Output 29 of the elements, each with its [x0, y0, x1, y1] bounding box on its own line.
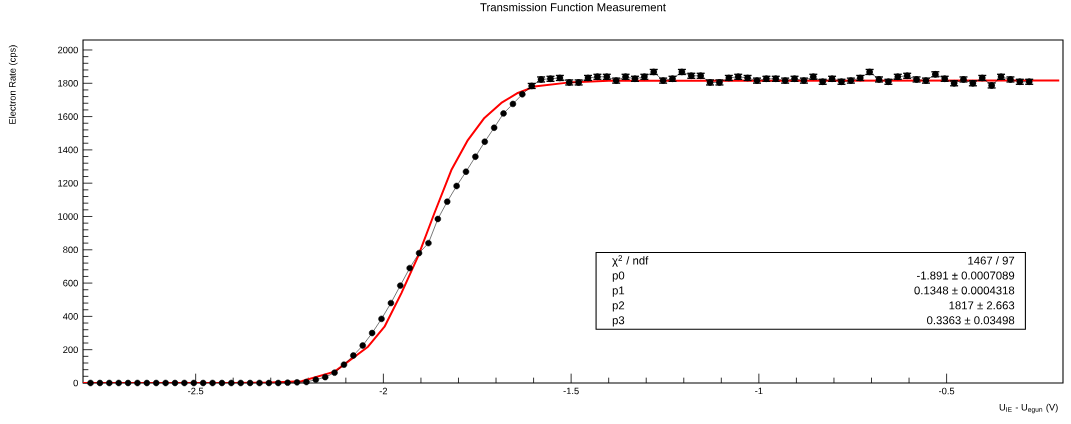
annotation: p1 [612, 286, 625, 297]
y-tick-label: 800 [63, 246, 78, 254]
annotation: p3 [612, 316, 625, 327]
x-tick-label: -1.5 [563, 387, 579, 395]
y-tick-label: 400 [62, 313, 78, 320]
annotation: p2 [612, 301, 625, 312]
y-tick-label: 0 [73, 379, 78, 387]
annotation: 0.1348 ± 0.0004318 [914, 286, 1015, 295]
y-tick-label: 1600 [58, 113, 78, 120]
y-tick-label: 1200 [58, 179, 78, 187]
annotation: χ$^{2}$ / ndf [612, 255, 649, 267]
y-axis-title: Electron Rate (cps) [8, 45, 18, 124]
y-tick-label: 1400 [58, 146, 78, 154]
annotation: 1467 / 97 [968, 256, 1015, 265]
y-tick-label: 2000 [58, 46, 78, 54]
y-tick-label: 600 [63, 279, 78, 287]
annotation: p0 [612, 271, 625, 282]
y-tick-label: 200 [63, 346, 78, 353]
y-tick-label: 1800 [58, 79, 78, 87]
x-tick-label: -0.5 [938, 387, 955, 395]
y-tick-label: 1000 [58, 213, 78, 220]
annotation: 0.3363 ± 0.03498 [927, 316, 1015, 325]
annotation: 1817 ± 2.663 [949, 301, 1015, 310]
x-axis-title: U$_{IE}$ - U$_{egun}$ (V) [999, 403, 1058, 414]
x-tick-label: -1 [755, 387, 763, 395]
x-tick-label: -2 [379, 387, 388, 395]
x-tick-label: -2.5 [188, 387, 204, 395]
annotation: -1.891 ± 0.0007089 [917, 271, 1015, 280]
chart-title: Transmission Function Measurement [480, 2, 666, 12]
